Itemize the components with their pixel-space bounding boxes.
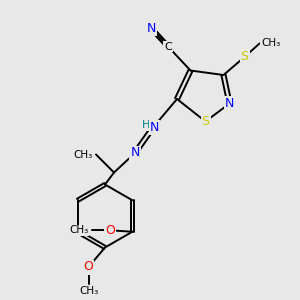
- Text: N: N: [147, 22, 156, 35]
- Text: N: N: [150, 121, 159, 134]
- Text: S: S: [241, 50, 248, 64]
- Text: CH₃: CH₃: [70, 225, 89, 235]
- Text: CH₃: CH₃: [74, 149, 93, 160]
- Text: CH₃: CH₃: [79, 286, 98, 296]
- Text: C: C: [164, 41, 172, 52]
- Text: S: S: [202, 115, 209, 128]
- Text: CH₃: CH₃: [261, 38, 280, 49]
- Text: N: N: [225, 97, 234, 110]
- Text: O: O: [105, 224, 115, 237]
- Text: H: H: [142, 120, 151, 130]
- Text: N: N: [130, 146, 140, 160]
- Text: O: O: [84, 260, 93, 274]
